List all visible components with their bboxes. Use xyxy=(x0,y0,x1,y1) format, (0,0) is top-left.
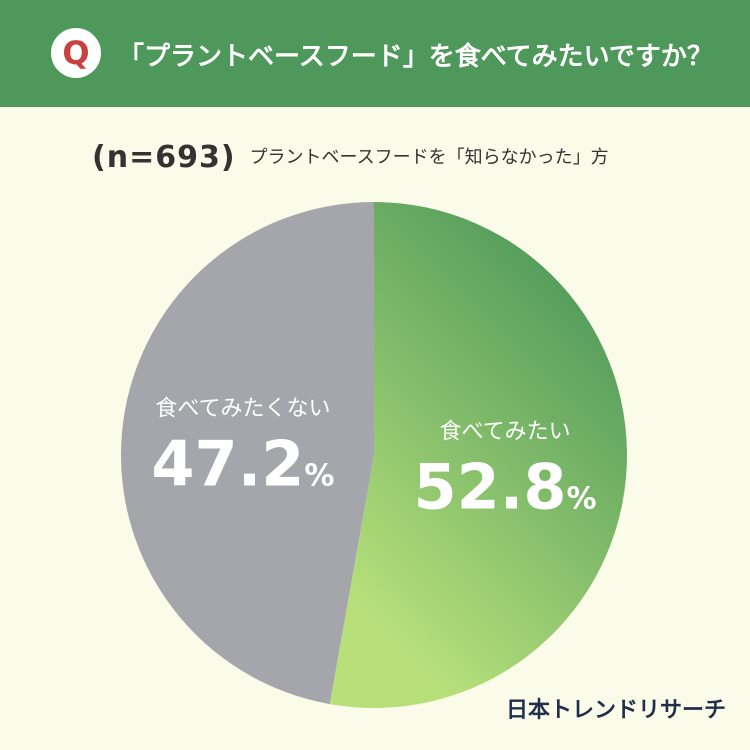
sample-size: (n=693) xyxy=(92,140,236,175)
pie-slice-1 xyxy=(329,202,627,708)
subtitle-description: プラントベースフードを「知らなかった」方 xyxy=(249,147,609,168)
q-label: Q xyxy=(62,34,90,72)
subtitle: (n=693) プラントベースフードを「知らなかった」方 xyxy=(92,140,609,175)
slice-label-2: 食べてみたくない xyxy=(155,396,330,421)
slice-value-1: 52.8% xyxy=(414,451,597,524)
q-badge: Q xyxy=(51,28,101,78)
slice-label-1: 食べてみたい xyxy=(439,420,570,445)
brand-logo: 日本トレンドリサーチ xyxy=(505,698,726,723)
slice-value-2: 47.2% xyxy=(151,427,334,500)
pie-slice-2 xyxy=(120,202,374,705)
question-title: 「プラントベースフード」を食べてみたいですか？ xyxy=(118,42,713,72)
header-bar: Q 「プラントベースフード」を食べてみたいですか？ xyxy=(0,0,750,107)
